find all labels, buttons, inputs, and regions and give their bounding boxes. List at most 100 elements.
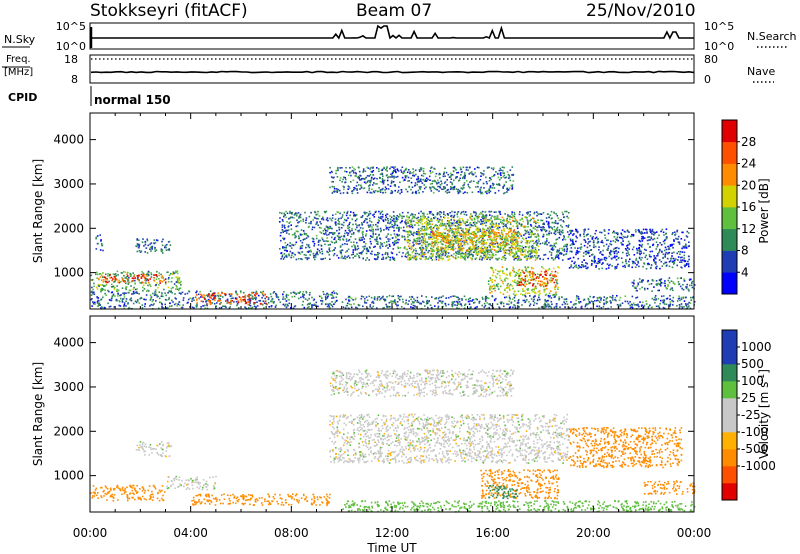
data-cell [491, 240, 494, 242]
data-cell [513, 256, 516, 259]
data-cell [449, 245, 451, 248]
data-cell [508, 247, 511, 249]
data-cell [491, 267, 493, 269]
data-cell [256, 305, 259, 307]
data-cell [549, 274, 551, 277]
data-cell [481, 233, 484, 235]
data-cell [364, 242, 367, 245]
data-cell [442, 240, 445, 243]
data-cell [525, 258, 528, 260]
data-cell [95, 237, 97, 240]
data-cell [387, 183, 389, 186]
data-cell [522, 220, 524, 223]
data-cell [339, 189, 341, 192]
data-cell [395, 218, 398, 220]
data-cell [478, 213, 481, 215]
data-cell [525, 226, 527, 228]
data-cell [502, 280, 504, 283]
data-cell [111, 297, 113, 299]
data-cell [227, 301, 230, 304]
data-cell [490, 217, 492, 219]
data-cell [366, 181, 369, 183]
data-cell [284, 303, 287, 306]
data-cell [402, 172, 404, 175]
data-cell [472, 237, 475, 239]
data-cell [456, 216, 459, 218]
data-cell [417, 177, 420, 180]
data-cell [502, 247, 505, 250]
data-cell [308, 303, 311, 306]
data-cell [280, 258, 282, 260]
data-cell [508, 285, 511, 287]
data-cell [337, 232, 340, 235]
data-cell [142, 284, 145, 286]
data-cell [532, 291, 534, 293]
data-cell [440, 235, 442, 238]
data-cell [512, 180, 515, 182]
data-cell [468, 228, 470, 231]
data-cell [174, 297, 177, 299]
data-cell [425, 228, 428, 231]
data-cell [382, 213, 384, 216]
data-cell [601, 258, 603, 261]
data-cell [518, 255, 520, 258]
data-cell [318, 215, 321, 217]
data-cell [138, 250, 141, 252]
data-cell [369, 212, 372, 215]
data-cell [557, 217, 559, 219]
data-cell [410, 231, 412, 234]
data-cell [554, 288, 556, 291]
data-cell [453, 179, 455, 182]
data-cell [466, 224, 469, 227]
data-cell [451, 228, 453, 230]
data-cell [150, 272, 152, 274]
data-cell [464, 240, 467, 242]
data-cell [667, 245, 669, 248]
data-cell [221, 292, 224, 294]
data-cell [445, 171, 448, 174]
data-cell [450, 236, 453, 239]
data-cell [462, 219, 464, 222]
data-cell [496, 245, 499, 248]
data-cell [322, 229, 325, 232]
data-cell [555, 242, 557, 245]
data-cell [529, 253, 532, 255]
data-cell [435, 181, 438, 184]
data-cell [164, 283, 167, 285]
data-cell [105, 280, 107, 283]
data-cell [303, 233, 306, 236]
data-cell [457, 253, 459, 255]
data-cell [446, 237, 448, 239]
data-cell [486, 192, 488, 195]
data-cell [486, 253, 489, 255]
data-cell [319, 251, 321, 254]
data-cell [462, 235, 464, 238]
data-cell [496, 228, 498, 230]
data-cell [614, 241, 617, 243]
data-cell [469, 166, 471, 168]
data-cell [140, 276, 143, 278]
data-cell [481, 246, 483, 248]
data-cell [410, 245, 413, 247]
data-cell [450, 243, 453, 245]
data-cell [638, 265, 640, 268]
data-cell [379, 189, 382, 191]
data-cell [379, 217, 381, 219]
data-cell [510, 184, 512, 187]
data-cell [324, 228, 326, 230]
data-cell [387, 218, 389, 220]
data-cell [421, 182, 424, 184]
data-cell [422, 175, 425, 177]
data-cell [430, 218, 433, 221]
data-cell [422, 167, 425, 170]
data-cell [96, 301, 99, 303]
data-cell [104, 307, 106, 309]
data-cell [519, 211, 521, 213]
data-cell [131, 293, 133, 295]
data-cell [512, 255, 514, 258]
data-cell [493, 211, 496, 213]
data-cell [177, 276, 179, 279]
data-cell [339, 212, 341, 215]
data-cell [335, 169, 337, 172]
data-cell [372, 236, 374, 238]
